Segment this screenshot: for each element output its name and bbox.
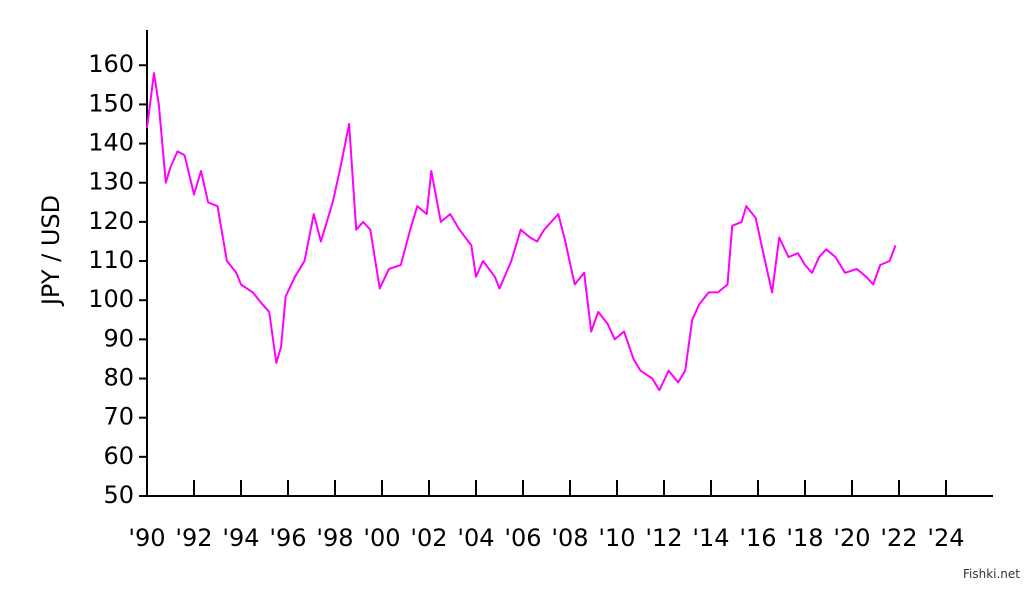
x-tick-label: '18: [786, 524, 823, 552]
y-tick-label: 110: [88, 246, 134, 274]
x-tick-label: '10: [598, 524, 635, 552]
x-tick-label: '14: [692, 524, 729, 552]
x-tick-label: '94: [222, 524, 259, 552]
x-tick-label: '08: [551, 524, 588, 552]
y-tick-label: 100: [88, 285, 134, 313]
x-tick-label: '00: [363, 524, 400, 552]
x-tick-label: '24: [927, 524, 964, 552]
x-tick-label: '02: [410, 524, 447, 552]
y-tick-label: 160: [88, 50, 134, 78]
x-tick-label: '16: [739, 524, 776, 552]
x-tick-label: '90: [128, 524, 165, 552]
y-axis-title: JPY / USD: [37, 195, 65, 307]
y-tick-label: 140: [88, 129, 134, 157]
y-tick-label: 130: [88, 168, 134, 196]
x-tick-label: '96: [269, 524, 306, 552]
x-tick-label: '04: [457, 524, 494, 552]
y-tick-label: 70: [103, 403, 134, 431]
x-tick-label: '98: [316, 524, 353, 552]
y-tick-label: 120: [88, 207, 134, 235]
watermark: Fishki.net: [963, 567, 1020, 581]
y-tick-label: 90: [103, 324, 134, 352]
x-tick-label: '20: [833, 524, 870, 552]
x-tick-label: '06: [504, 524, 541, 552]
y-tick-label: 60: [103, 442, 134, 470]
x-tick-label: '22: [880, 524, 917, 552]
line: [146, 72, 897, 392]
y-tick-label: 50: [103, 481, 134, 509]
y-tick-label: 80: [103, 364, 134, 392]
x-tick-label: '92: [175, 524, 212, 552]
y-tick-label: 150: [88, 89, 134, 117]
x-tick-label: '12: [645, 524, 682, 552]
